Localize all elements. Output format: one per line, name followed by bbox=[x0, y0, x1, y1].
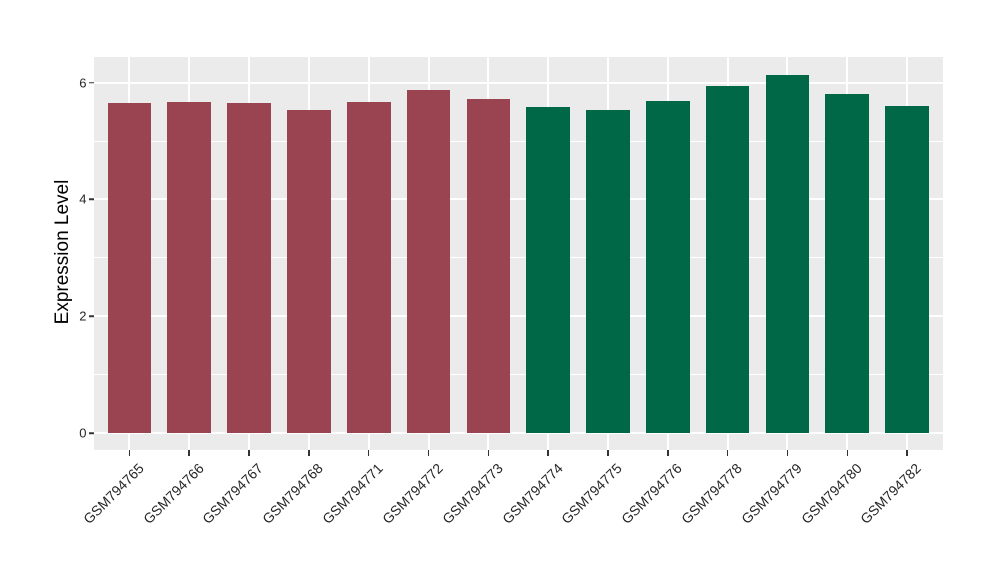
gridline-major bbox=[93, 432, 943, 435]
x-tick-mark bbox=[188, 450, 190, 456]
x-tick-mark bbox=[128, 450, 131, 456]
x-tick-mark bbox=[367, 450, 370, 456]
y-axis-title: Expression Level bbox=[52, 179, 73, 325]
gridline-major bbox=[93, 81, 943, 84]
gridline-major bbox=[93, 198, 943, 201]
bar bbox=[645, 101, 690, 434]
bar bbox=[885, 106, 929, 434]
gridline-minor bbox=[93, 374, 943, 376]
x-tick-label: GSM794775 bbox=[558, 460, 626, 527]
x-tick-label: GSM794774 bbox=[498, 460, 566, 527]
x-tick-label: GSM794779 bbox=[737, 460, 805, 527]
x-tick-mark bbox=[906, 450, 908, 456]
x-tick-mark bbox=[487, 450, 490, 456]
bar bbox=[406, 90, 451, 434]
x-tick-label: GSM794767 bbox=[199, 460, 267, 527]
gridline-minor bbox=[93, 140, 943, 142]
y-tick-mark bbox=[88, 432, 94, 434]
y-tick-label: 2 bbox=[79, 308, 87, 324]
x-tick-mark bbox=[547, 450, 549, 456]
gridline-minor bbox=[93, 257, 943, 259]
x-tick-label: GSM794765 bbox=[79, 460, 147, 527]
x-tick-label: GSM794771 bbox=[319, 460, 387, 527]
x-tick-mark bbox=[786, 450, 789, 456]
bar bbox=[227, 102, 271, 434]
bar bbox=[346, 101, 391, 434]
x-tick-label: GSM794772 bbox=[378, 460, 446, 527]
bar bbox=[167, 101, 212, 434]
bar bbox=[765, 75, 810, 434]
bar bbox=[825, 93, 870, 434]
bar bbox=[466, 99, 511, 434]
bar bbox=[705, 86, 750, 434]
gridline-major bbox=[93, 315, 943, 318]
bar bbox=[107, 102, 152, 434]
x-tick-label: GSM794782 bbox=[857, 460, 925, 527]
plot-panel bbox=[93, 57, 943, 450]
x-tick-mark bbox=[308, 450, 310, 456]
x-tick-label: GSM794780 bbox=[797, 460, 865, 527]
bar bbox=[526, 106, 570, 434]
y-tick-label: 4 bbox=[79, 191, 87, 207]
x-tick-label: GSM794766 bbox=[139, 460, 207, 527]
x-tick-label: GSM794768 bbox=[259, 460, 327, 527]
y-tick-mark bbox=[88, 81, 94, 84]
bar bbox=[586, 110, 630, 434]
x-tick-mark bbox=[846, 450, 849, 456]
x-tick-mark bbox=[427, 450, 430, 456]
x-tick-mark bbox=[607, 450, 609, 456]
x-tick-mark bbox=[248, 450, 250, 456]
bar bbox=[287, 110, 331, 434]
y-tick-mark bbox=[88, 198, 94, 201]
x-tick-label: GSM794776 bbox=[618, 460, 686, 527]
x-tick-mark bbox=[726, 450, 729, 456]
y-tick-mark bbox=[88, 315, 94, 318]
x-tick-label: GSM794773 bbox=[438, 460, 506, 527]
x-tick-label: GSM794778 bbox=[678, 460, 745, 527]
y-tick-label: 0 bbox=[79, 425, 87, 441]
x-tick-mark bbox=[667, 450, 669, 456]
y-tick-label: 6 bbox=[79, 75, 87, 91]
